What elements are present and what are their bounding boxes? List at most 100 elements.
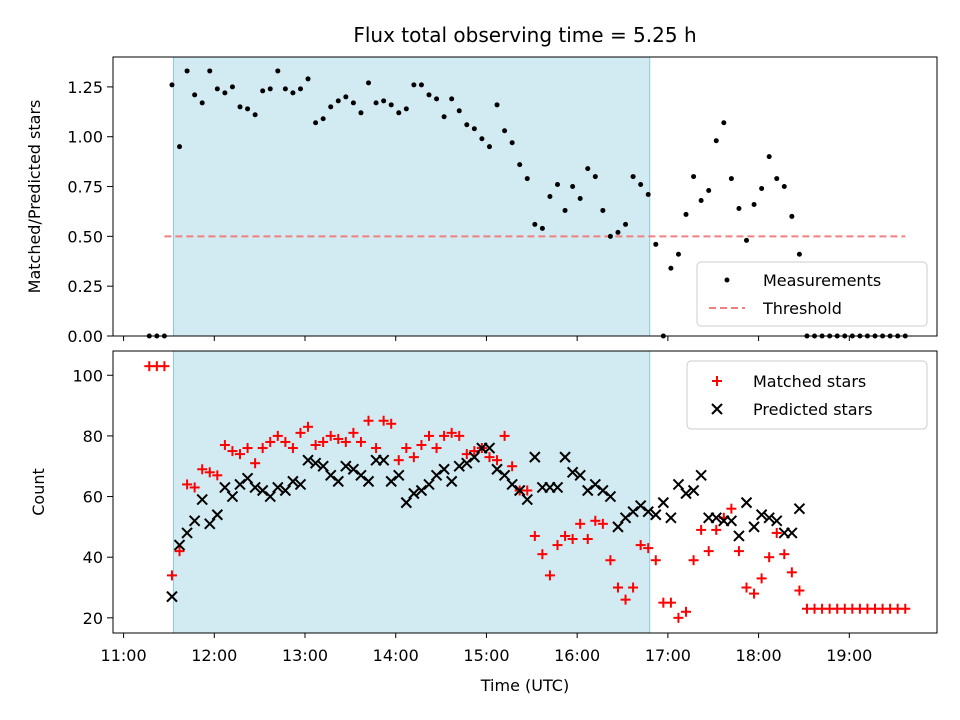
x-tick-label: 17:00: [645, 646, 691, 665]
measurement-point: [706, 188, 712, 194]
measurement-point: [607, 233, 613, 239]
matched-star-point: [265, 436, 276, 447]
measurement-point: [456, 108, 462, 114]
measurement-point: [645, 192, 651, 198]
matched-star-point: [507, 461, 518, 472]
matched-star-point: [635, 540, 646, 551]
predicted-star-point-b: [256, 484, 269, 497]
predicted-star-point: [793, 502, 806, 515]
y-tick-label: 20: [83, 609, 103, 628]
measurement-point: [713, 138, 719, 144]
matched-star-point: [650, 555, 661, 566]
predicted-star-point-b: [748, 521, 760, 533]
measurement-point: [796, 251, 802, 257]
matched-star-point: [673, 612, 684, 623]
predicted-star-point-b: [264, 490, 276, 503]
predicted-star-point: [219, 481, 231, 494]
predicted-star-point: [642, 506, 654, 518]
predicted-star-point-b: [347, 463, 360, 475]
predicted-star-point: [385, 475, 397, 488]
predicted-star-point-b: [241, 472, 254, 485]
measurement-point: [653, 241, 659, 247]
predicted-star-point-b: [604, 490, 617, 503]
predicted-star-point: [755, 509, 768, 521]
matched-star-point: [401, 443, 412, 454]
matched-star-point: [499, 430, 510, 441]
predicted-star-point: [665, 512, 677, 524]
legend-matched-glyph: [712, 376, 722, 386]
matched-star-point: [219, 440, 230, 450]
predicted-star-point-b: [672, 478, 685, 491]
predicted-star-point-b: [226, 490, 239, 503]
matched-star-point: [227, 446, 238, 457]
measurement-point: [751, 201, 757, 207]
x-tick-label: 18:00: [736, 646, 782, 665]
legend-measurements-marker: [724, 277, 730, 283]
bottom-x-ticks: 11:00 12:00 13:00 14:00 15:00 16:00 17:00 18:00…: [101, 633, 872, 665]
predicted-star-point-b: [634, 499, 647, 512]
matched-star-point: [280, 436, 291, 447]
measurement-point: [668, 265, 674, 271]
matched-star-point: [204, 467, 215, 478]
top-y-axis-label: Matched/Predicted stars: [25, 100, 44, 294]
measurement-point: [479, 136, 485, 142]
predicted-stars-points: [166, 442, 806, 603]
predicted-star-point: [634, 499, 647, 512]
measurement-point: [305, 76, 311, 82]
predicted-star-point: [786, 527, 798, 539]
measurement-point: [517, 162, 523, 168]
measurement-point: [683, 211, 689, 217]
measurement-point: [267, 86, 273, 92]
matched-star-point: [318, 436, 329, 447]
predicted-star-point-b: [733, 530, 745, 542]
predicted-star-point: [672, 478, 685, 491]
predicted-star-point: [272, 481, 284, 494]
measurement-point: [290, 90, 296, 96]
measurement-point: [532, 221, 538, 227]
predicted-star-point: [559, 451, 571, 463]
predicted-star-point: [400, 496, 413, 509]
predicted-star-point-b: [272, 481, 284, 494]
matched-star-point: [612, 582, 623, 593]
measurement-point: [774, 176, 780, 182]
predicted-star-point-b: [755, 509, 768, 521]
matched-star-point: [250, 458, 261, 469]
predicted-star-point-b: [340, 460, 352, 472]
predicted-star-point: [445, 475, 458, 488]
matched-star-point: [711, 524, 722, 535]
matched-star-point: [764, 552, 775, 563]
predicted-star-point-b: [173, 539, 186, 551]
x-tick-label: 16:00: [554, 646, 600, 665]
predicted-star-point-b: [551, 481, 564, 494]
predicted-star-point: [740, 496, 753, 509]
predicted-star-point-b: [438, 463, 450, 475]
predicted-star-point-b: [665, 512, 677, 524]
predicted-star-point-b: [234, 478, 246, 491]
measurement-point: [562, 207, 568, 213]
matched-star-point: [378, 415, 389, 426]
matched-star-point: [431, 443, 442, 454]
measurement-point: [396, 110, 402, 116]
y-tick-label: 1.25: [67, 78, 103, 97]
predicted-star-point: [211, 509, 224, 521]
measurement-point: [555, 182, 561, 188]
chart-title: Flux total observing time = 5.25 h: [353, 23, 696, 47]
measurement-point: [577, 195, 583, 201]
measurement-point: [494, 102, 500, 108]
matched-star-point: [386, 418, 397, 429]
predicted-star-point: [582, 484, 594, 497]
measurement-point: [328, 104, 334, 110]
predicted-star-point-b: [627, 506, 639, 518]
measurements-points: [146, 68, 908, 339]
measurement-point: [464, 122, 470, 128]
predicted-star-point: [181, 527, 193, 539]
matched-star-point: [235, 449, 246, 460]
bottom-axes-frame: [112, 350, 938, 634]
measurement-point: [675, 251, 681, 257]
matched-star-point: [159, 361, 170, 372]
predicted-star-point: [234, 478, 246, 491]
top-legend-box: [696, 261, 928, 327]
measurement-point: [297, 86, 303, 92]
predicted-star-point: [325, 469, 337, 482]
matched-star-point: [416, 440, 427, 450]
